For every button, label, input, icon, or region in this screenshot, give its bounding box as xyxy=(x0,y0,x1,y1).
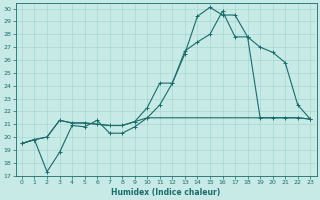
X-axis label: Humidex (Indice chaleur): Humidex (Indice chaleur) xyxy=(111,188,221,197)
